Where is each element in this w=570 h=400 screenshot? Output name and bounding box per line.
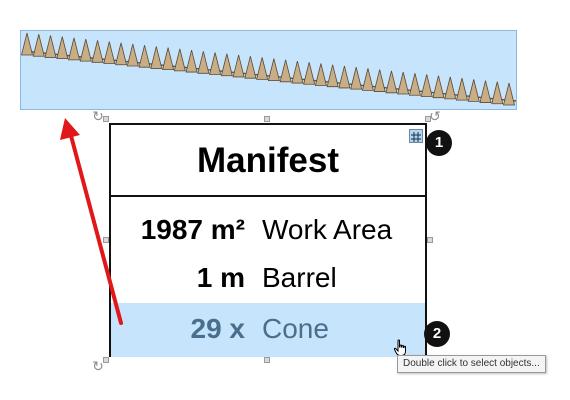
cone-icon: [326, 64, 339, 88]
cone-icon: [444, 76, 457, 100]
cone-icon: [385, 70, 398, 94]
manifest-row-work-area[interactable]: 1987 m² Work Area: [111, 208, 425, 252]
cone-icon: [291, 60, 304, 84]
manifest-row-cone[interactable]: 29 x Cone: [111, 303, 425, 357]
row-label: Barrel: [262, 262, 337, 293]
cone-icon: [209, 52, 222, 75]
resize-handle-right[interactable]: [427, 237, 433, 243]
cone-icon: [68, 37, 81, 61]
row-label: Work Area: [262, 214, 393, 245]
cone-icon: [279, 59, 292, 83]
resize-handle-top-right[interactable]: [425, 116, 431, 122]
cone-icon: [162, 47, 175, 71]
cone-icon: [103, 41, 116, 64]
rotate-icon[interactable]: ↺: [429, 108, 441, 124]
cone-icon: [350, 67, 363, 90]
cone-icon: [432, 75, 445, 99]
callout-badge-2: 2: [424, 321, 450, 347]
cone-icon: [502, 82, 516, 106]
cone-icon: [44, 35, 57, 58]
cone-icon: [267, 58, 280, 82]
cone-icon: [244, 56, 257, 79]
cone-icon: [173, 48, 186, 72]
manifest-table[interactable]: Manifest 1987 m² Work Area 1 m Barrel 29…: [109, 123, 427, 357]
row-value: 1987 m²: [140, 214, 245, 245]
cone-icon: [420, 74, 433, 97]
cone-icon: [479, 80, 492, 103]
manifest-title: Manifest: [111, 125, 425, 197]
cone-icon: [303, 62, 316, 85]
cone-icon: [56, 36, 69, 60]
rotate-icon[interactable]: ↻: [92, 358, 104, 374]
cone-icon: [32, 34, 45, 57]
cone-icon: [220, 53, 233, 77]
cone-icon: [373, 69, 386, 92]
cone-icon: [126, 43, 139, 67]
cone-icon: [397, 71, 410, 95]
cone-icon: [408, 73, 421, 96]
cone-icon: [79, 39, 92, 62]
rotate-icon[interactable]: ↻: [92, 108, 104, 124]
resize-handle-top[interactable]: [264, 116, 270, 122]
cone-icon: [91, 40, 104, 63]
cone-strip-selection[interactable]: [20, 30, 517, 110]
cone-icon: [314, 63, 327, 86]
cone-icon: [491, 81, 504, 105]
cone-icon: [138, 45, 151, 68]
manifest-row-barrel[interactable]: 1 m Barrel: [111, 256, 425, 300]
cone-icon: [256, 57, 269, 80]
hand-pointer-icon: [393, 339, 409, 362]
cone-row: [21, 32, 517, 106]
tooltip: Double click to select objects...: [397, 355, 546, 373]
cone-icon: [185, 49, 198, 73]
cone-icon: [115, 42, 128, 66]
row-value: 1 m: [196, 262, 245, 293]
row-value: 29 x: [190, 313, 246, 344]
cone-icon: [455, 78, 468, 101]
resize-handle-bottom-left[interactable]: [103, 357, 109, 363]
row-label: Cone: [262, 313, 329, 344]
cone-icon: [150, 46, 163, 69]
cone-icon: [338, 65, 351, 89]
resize-handle-top-left[interactable]: [103, 116, 109, 122]
resize-handle-bottom[interactable]: [264, 357, 270, 363]
cone-icon: [467, 79, 480, 102]
cone-icon: [361, 68, 374, 91]
cone-icon: [197, 51, 210, 74]
grid-icon[interactable]: [409, 129, 423, 143]
cone-icon: [21, 32, 34, 56]
callout-badge-1: 1: [426, 130, 452, 156]
cone-icon: [232, 54, 245, 78]
